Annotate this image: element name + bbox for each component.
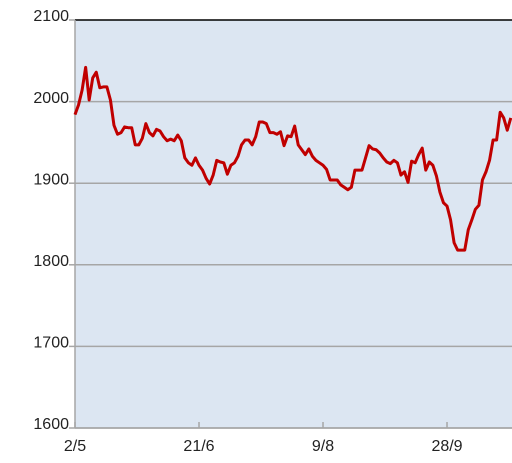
y-tick-label: 1900 — [33, 171, 69, 188]
x-tick-label: 2/5 — [64, 438, 86, 455]
data-line — [73, 65, 512, 252]
x-tick-label: 21/6 — [183, 438, 214, 455]
y-tick-label: 2000 — [33, 90, 69, 107]
x-tick-label: 28/9 — [431, 438, 462, 455]
plot-area — [75, 20, 512, 428]
y-tick-label: 1800 — [33, 253, 69, 270]
y-tick-label: 2100 — [33, 8, 69, 25]
y-tick-label: 1700 — [33, 335, 69, 352]
y-tick-label: 1600 — [33, 416, 69, 433]
x-tick-label: 9/8 — [312, 438, 334, 455]
